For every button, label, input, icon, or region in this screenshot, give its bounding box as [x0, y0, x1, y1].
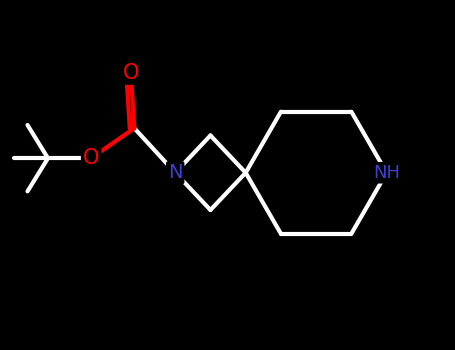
Text: NH: NH — [373, 164, 400, 182]
Text: O: O — [83, 148, 99, 168]
Text: N: N — [168, 163, 182, 182]
Text: O: O — [123, 63, 139, 83]
